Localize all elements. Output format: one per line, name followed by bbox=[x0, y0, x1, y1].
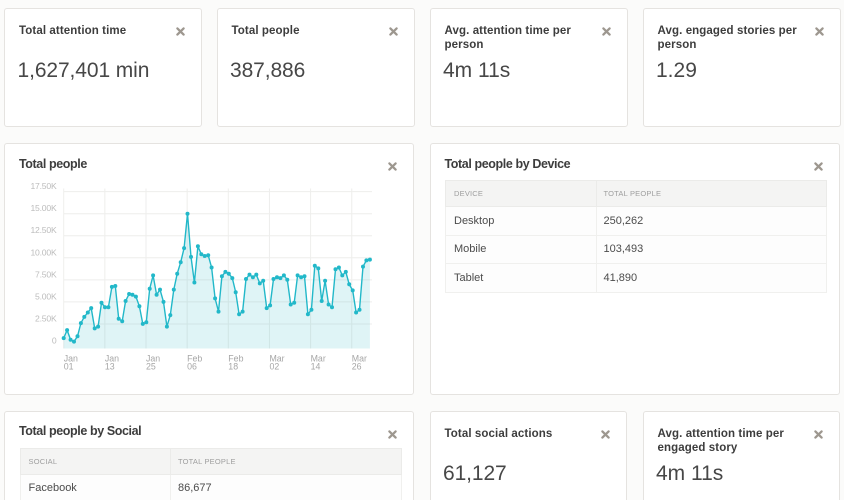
svg-text:12.50K: 12.50K bbox=[30, 225, 57, 235]
svg-text:2.50K: 2.50K bbox=[35, 313, 57, 323]
svg-text:Mar: Mar bbox=[352, 354, 367, 364]
svg-text:5.00K: 5.00K bbox=[35, 291, 57, 301]
svg-text:Feb: Feb bbox=[228, 354, 243, 364]
svg-text:25: 25 bbox=[146, 362, 156, 372]
svg-text:17.50K: 17.50K bbox=[30, 181, 57, 191]
svg-text:Feb: Feb bbox=[187, 354, 202, 364]
svg-text:Mar: Mar bbox=[311, 354, 326, 364]
svg-text:Mar: Mar bbox=[269, 354, 284, 364]
svg-text:01: 01 bbox=[64, 362, 74, 372]
svg-text:13: 13 bbox=[105, 362, 115, 372]
svg-text:15.00K: 15.00K bbox=[30, 203, 57, 213]
svg-text:18: 18 bbox=[228, 362, 238, 372]
svg-text:06: 06 bbox=[187, 362, 197, 372]
svg-text:26: 26 bbox=[352, 362, 362, 372]
svg-text:Jan: Jan bbox=[64, 354, 78, 364]
svg-text:10.00K: 10.00K bbox=[30, 247, 57, 257]
svg-text:7.50K: 7.50K bbox=[35, 269, 57, 279]
svg-text:0: 0 bbox=[52, 336, 57, 346]
svg-text:02: 02 bbox=[269, 362, 279, 372]
svg-text:Jan: Jan bbox=[105, 354, 119, 364]
svg-text:14: 14 bbox=[311, 362, 321, 372]
svg-text:Jan: Jan bbox=[146, 354, 160, 364]
